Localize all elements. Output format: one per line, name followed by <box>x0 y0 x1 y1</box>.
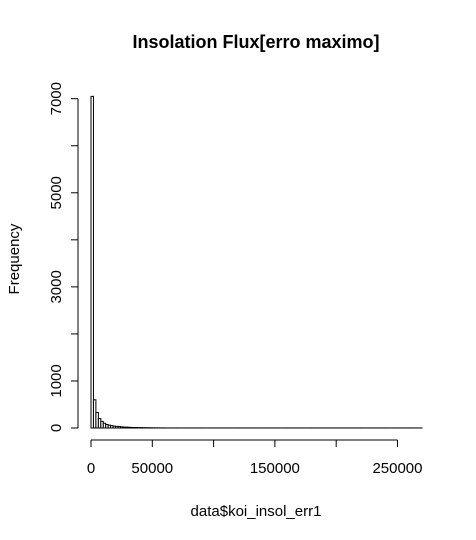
y-tick-label: 1000 <box>48 364 65 397</box>
y-tick-label: 3000 <box>48 270 65 303</box>
x-tick-label: 50000 <box>131 460 173 477</box>
x-axis: 0 50000 150000 250000 <box>87 439 423 477</box>
x-axis-label: data$koi_insol_err1 <box>191 503 322 520</box>
histogram-bars <box>90 95 423 429</box>
y-axis-label: Frequency <box>6 223 23 294</box>
chart-title: Insolation Flux[erro maximo] <box>132 32 379 52</box>
x-tick-label: 250000 <box>372 460 422 477</box>
y-tick-label: 7000 <box>48 82 65 115</box>
x-tick-label: 150000 <box>250 460 300 477</box>
y-tick-label: 5000 <box>48 176 65 209</box>
x-tick-label: 0 <box>87 460 95 477</box>
histogram-bar-0 <box>90 95 94 429</box>
y-axis: 0 1000 3000 5000 7000 <box>48 82 79 432</box>
y-tick-label: 0 <box>48 424 65 432</box>
